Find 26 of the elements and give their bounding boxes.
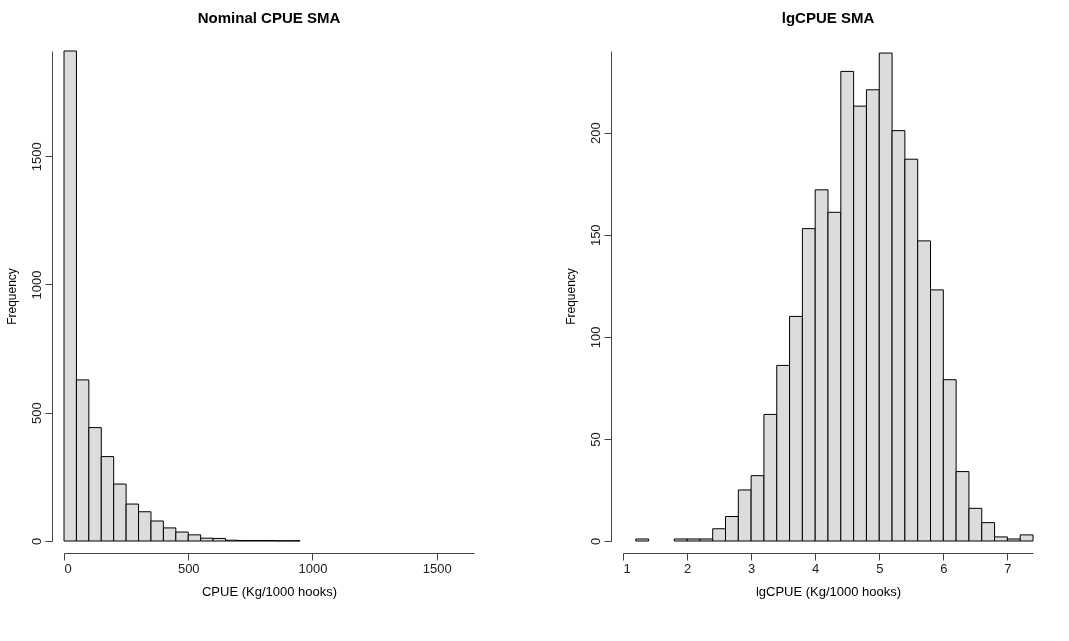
x-tick-label: 0 xyxy=(64,560,72,576)
y-tick-label: 100 xyxy=(587,326,603,349)
x-tick-label: 4 xyxy=(812,560,820,576)
x-tick-label: 2 xyxy=(683,560,692,576)
x-tick-label: 1500 xyxy=(422,560,452,576)
y-tick-label: 500 xyxy=(28,402,44,425)
x-tick-label: 1000 xyxy=(298,560,328,576)
chart-title: lgCPUE SMA xyxy=(781,9,875,26)
y-axis-title: Frequency xyxy=(4,268,19,325)
y-tick-label: 0 xyxy=(587,537,603,546)
y-tick-label: 200 xyxy=(587,122,603,145)
x-tick-label: 7 xyxy=(1004,560,1012,576)
x-tick-label: 500 xyxy=(177,560,200,576)
x-axis-title: CPUE (Kg/1000 hooks) xyxy=(201,583,338,599)
x-tick-label: 5 xyxy=(876,560,884,576)
y-tick-label: 1000 xyxy=(28,270,44,300)
chart-title: Nominal CPUE SMA xyxy=(197,8,341,26)
y-tick-label: 0 xyxy=(28,537,44,546)
x-tick-label: 1 xyxy=(623,560,631,576)
y-tick-label: 150 xyxy=(587,224,603,247)
y-tick-label: 50 xyxy=(587,432,603,447)
x-tick-label: 6 xyxy=(940,560,948,576)
y-axis-title: Frequency xyxy=(563,268,578,325)
x-axis-title: lgCPUE (Kg/1000 hooks) xyxy=(755,583,902,599)
y-tick-label: 1500 xyxy=(28,142,44,172)
x-tick-label: 3 xyxy=(748,560,756,576)
